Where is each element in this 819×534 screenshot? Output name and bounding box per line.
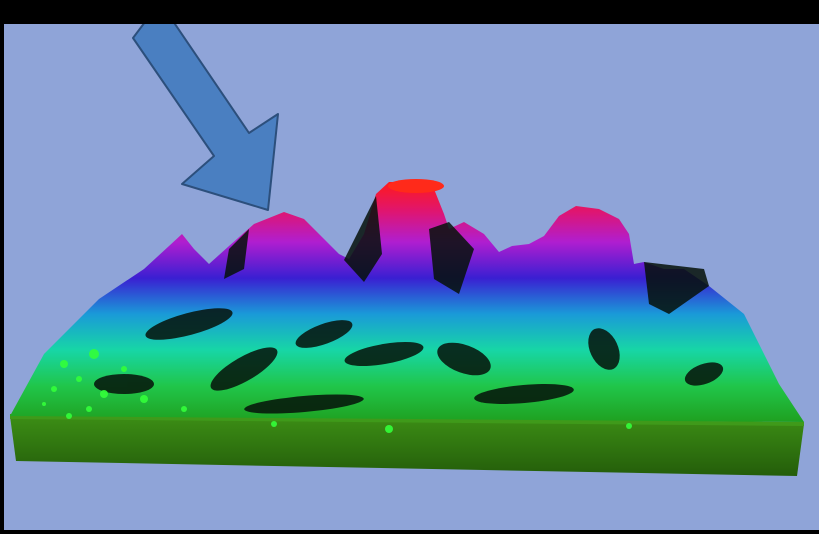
peak-crater xyxy=(388,179,444,193)
terrain-speckles xyxy=(42,349,632,433)
visualization-panel xyxy=(4,24,819,530)
terrain-visualization xyxy=(4,24,819,530)
terrain-shadows xyxy=(94,196,724,414)
arrow-down-right-icon xyxy=(132,24,279,211)
base-slab xyxy=(10,416,804,476)
